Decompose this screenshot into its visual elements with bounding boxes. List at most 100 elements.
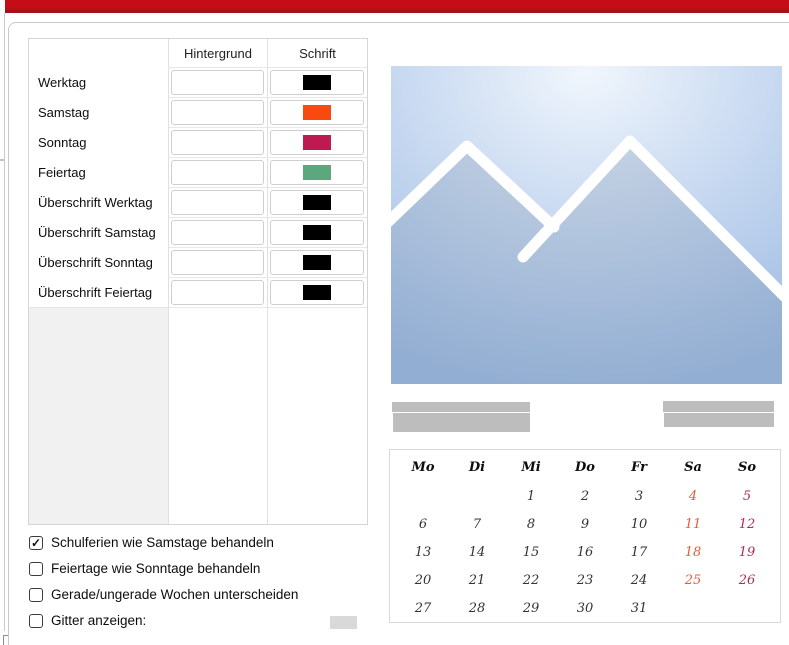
- row-label-werktag: Werktag: [38, 74, 87, 90]
- table-cell: [267, 127, 367, 157]
- calendar-day: 17: [630, 544, 648, 560]
- calendar-day: 22: [522, 572, 540, 588]
- table-cell: [168, 247, 267, 277]
- color-swatch: [303, 285, 331, 300]
- table-corner-cell: [29, 39, 168, 67]
- row-label-ueberschrift-samstag: Überschrift Samstag: [38, 224, 156, 240]
- hintergrund-color-button[interactable]: [171, 250, 264, 275]
- calendar-day: 4: [688, 488, 698, 504]
- hintergrund-color-button[interactable]: [171, 160, 264, 185]
- calendar-day: 29: [522, 600, 540, 616]
- calendar-day: 15: [522, 544, 540, 560]
- calendar-day: 25: [684, 572, 702, 588]
- checkbox-feiertage[interactable]: [29, 561, 43, 576]
- calendar-weekday-header: Sa: [684, 459, 702, 475]
- table-cell: [267, 247, 367, 277]
- hintergrund-color-button[interactable]: [171, 280, 264, 305]
- calendar-day: [396, 482, 450, 510]
- schrift-color-button[interactable]: [270, 280, 364, 305]
- checkbox-schulferien[interactable]: [29, 535, 43, 550]
- schrift-color-button[interactable]: [270, 220, 364, 245]
- option-label: Gitter anzeigen:: [51, 613, 147, 628]
- checkbox-gitter[interactable]: [29, 613, 43, 628]
- text-placeholder-bar: [664, 413, 774, 427]
- table-cell: [267, 187, 367, 217]
- window-titlebar: [5, 0, 789, 13]
- calendar-day: 9: [580, 516, 590, 532]
- calendar-day: 27: [414, 600, 432, 616]
- row-label-feiertag: Feiertag: [38, 164, 86, 180]
- calendar-preview-panel: Mo Di Mi Do Fr Sa So 1 2 3 4 5 6 7 8 9 10 11 12 13 14 15 16 17 1…: [389, 449, 781, 623]
- calendar-day: 21: [468, 572, 486, 588]
- calendar-day: 18: [684, 544, 702, 560]
- calendar-day: [450, 482, 504, 510]
- schrift-color-button[interactable]: [270, 160, 364, 185]
- row-label-ueberschrift-werktag: Überschrift Werktag: [38, 194, 153, 210]
- calendar-day: 13: [414, 544, 432, 560]
- table-cell: [168, 277, 267, 307]
- hintergrund-color-button[interactable]: [171, 130, 264, 155]
- option-feiertage: Feiertage wie Sonntage behandeln: [29, 560, 260, 577]
- table-filler: [267, 307, 367, 524]
- schrift-color-button[interactable]: [270, 190, 364, 215]
- column-header-hintergrund: Hintergrund: [168, 39, 267, 67]
- calendar-day: 8: [526, 516, 536, 532]
- schrift-color-button[interactable]: [270, 70, 364, 95]
- calendar-day: 23: [576, 572, 594, 588]
- hintergrund-color-button[interactable]: [171, 190, 264, 215]
- calendar-grid: Mo Di Mi Do Fr Sa So 1 2 3 4 5 6 7 8 9 10 11 12 13 14 15 16 17 1…: [390, 450, 780, 622]
- calendar-weekday-header: Mi: [521, 459, 541, 475]
- schrift-color-button[interactable]: [270, 100, 364, 125]
- color-swatch: [303, 105, 331, 120]
- row-label-sonntag: Sonntag: [38, 134, 87, 150]
- calendar-weekday-header: Mo: [411, 459, 435, 475]
- mountains-icon: [391, 66, 782, 384]
- calendar-day: 20: [414, 572, 432, 588]
- calendar-weekday-header: Fr: [631, 459, 647, 475]
- table-cell: [267, 67, 367, 97]
- color-swatch: [303, 75, 331, 90]
- color-swatch: [303, 135, 331, 150]
- calendar-day: 7: [472, 516, 482, 532]
- calendar-weekday-header: So: [737, 459, 757, 475]
- calendar-day: 30: [576, 600, 594, 616]
- preview-image-placeholder: [391, 66, 782, 384]
- row-label-samstag: Samstag: [38, 104, 90, 120]
- option-gerade-ungerade: Gerade/ungerade Wochen unterscheiden: [29, 586, 298, 603]
- day-color-table: Hintergrund Schrift Werktag Samstag Sonn…: [28, 38, 368, 525]
- checkbox-gerade-ungerade[interactable]: [29, 587, 43, 602]
- calendar-weekday-header: Do: [575, 459, 595, 475]
- calendar-day: [720, 594, 774, 622]
- table-cell: [267, 157, 367, 187]
- table-cell: [168, 157, 267, 187]
- hintergrund-color-button[interactable]: [171, 70, 264, 95]
- table-filler: [168, 307, 267, 524]
- hintergrund-color-button[interactable]: [171, 220, 264, 245]
- schrift-color-button[interactable]: [270, 250, 364, 275]
- color-swatch: [303, 195, 331, 210]
- calendar-day: 2: [580, 488, 590, 504]
- grid-color-swatch[interactable]: [330, 616, 357, 629]
- table-cell: [267, 217, 367, 247]
- calendar-day: 31: [630, 600, 648, 616]
- calendar-weekday-header: Di: [468, 459, 486, 475]
- calendar-day: 14: [468, 544, 486, 560]
- table-cell: [168, 97, 267, 127]
- schrift-color-button[interactable]: [270, 130, 364, 155]
- calendar-day: 6: [418, 516, 428, 532]
- calendar-day: 19: [738, 544, 756, 560]
- option-label: Schulferien wie Samstage behandeln: [51, 535, 274, 550]
- text-placeholder-bar: [393, 413, 530, 432]
- table-cell: [168, 217, 267, 247]
- table-filler-label-column: [29, 307, 168, 524]
- calendar-day: 12: [738, 516, 756, 532]
- table-cell: [267, 277, 367, 307]
- calendar-day: [666, 594, 720, 622]
- table-cell: [168, 67, 267, 97]
- color-swatch: [303, 225, 331, 240]
- calendar-day: 28: [468, 600, 486, 616]
- window-edge-tick: [0, 159, 4, 161]
- color-swatch: [303, 255, 331, 270]
- hintergrund-color-button[interactable]: [171, 100, 264, 125]
